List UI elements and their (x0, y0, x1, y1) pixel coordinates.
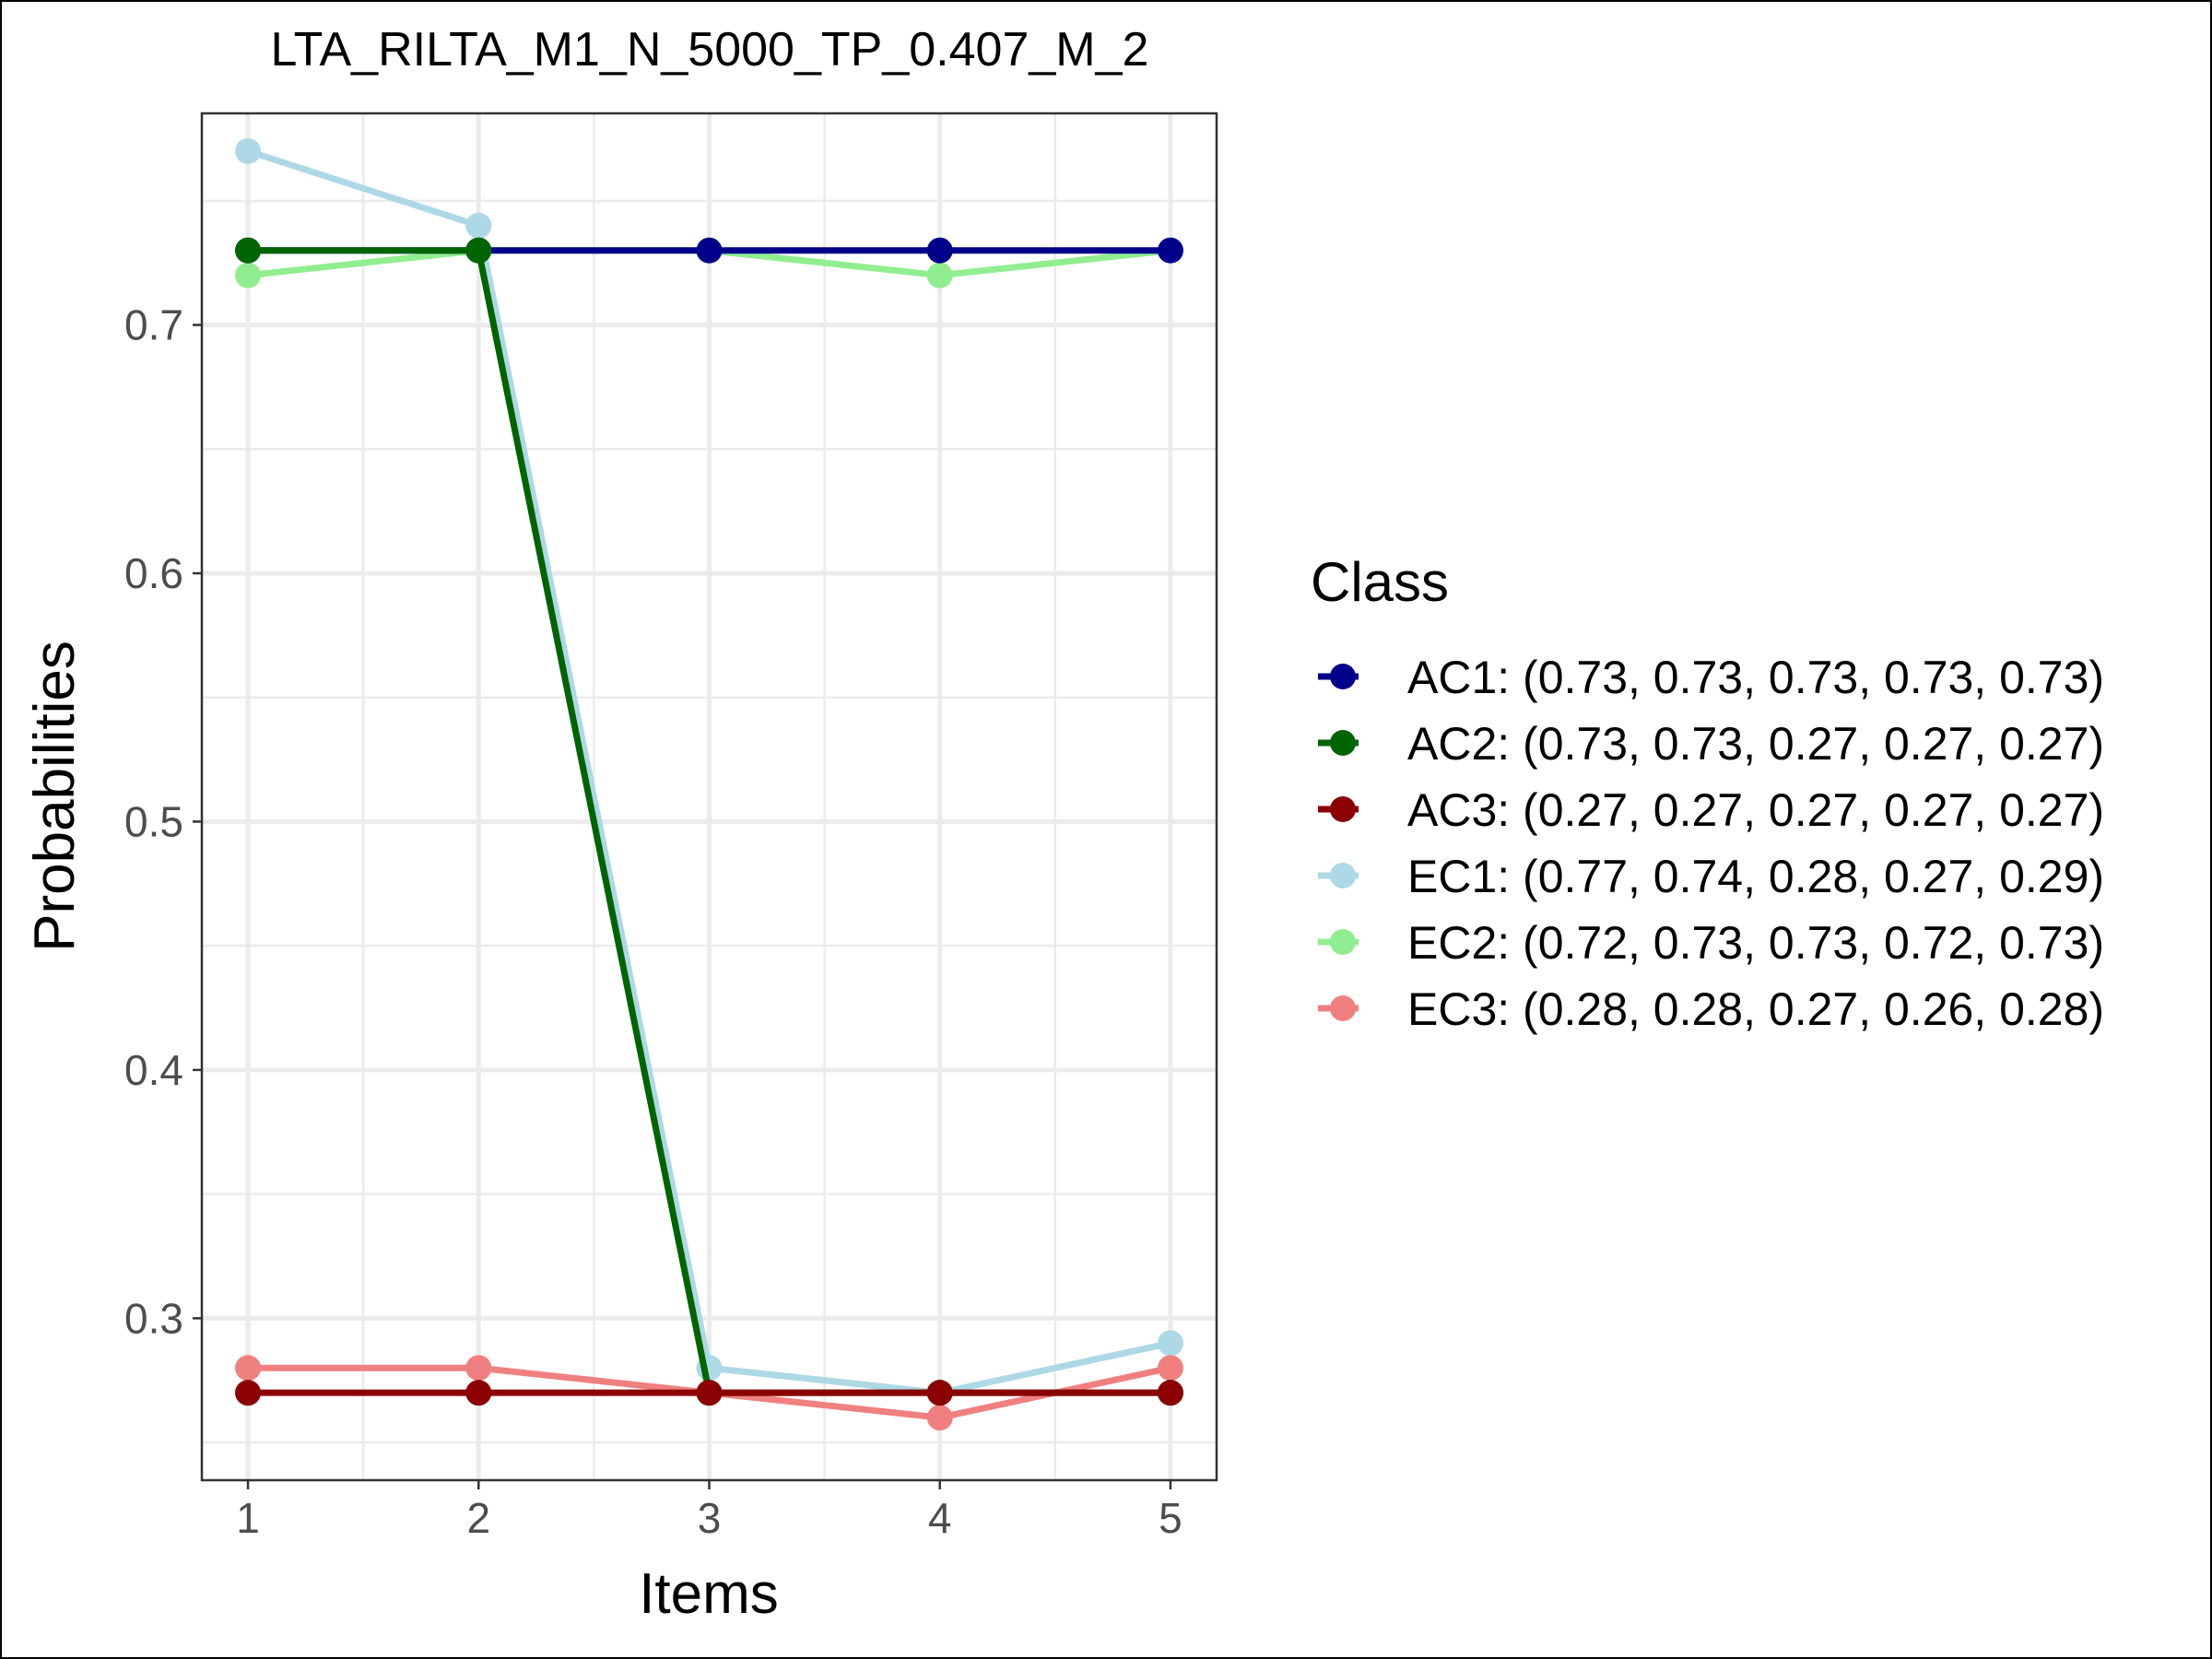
legend-item: AC1: (0.73, 0.73, 0.73, 0.73, 0.73) (1318, 652, 2104, 703)
x-axis-label: Items (639, 1562, 779, 1626)
legend-item: EC2: (0.72, 0.73, 0.73, 0.72, 0.73) (1318, 917, 2104, 969)
data-point (926, 1380, 953, 1406)
series-ac3 (235, 1380, 1183, 1406)
data-point (1157, 1380, 1183, 1406)
legend-key-point (1330, 929, 1356, 955)
data-point (235, 262, 262, 288)
data-point (465, 1380, 492, 1406)
data-point (1157, 1330, 1183, 1357)
y-axis-label: Probabilities (23, 641, 87, 952)
y-tick-label: 0.5 (124, 797, 183, 845)
legend-item: AC3: (0.27, 0.27, 0.27, 0.27, 0.27) (1318, 784, 2104, 836)
x-tick-label: 1 (236, 1494, 260, 1542)
legend-key-point (1330, 730, 1356, 756)
y-tick-label: 0.4 (124, 1046, 183, 1094)
legend-label: AC1: (0.73, 0.73, 0.73, 0.73, 0.73) (1407, 652, 2104, 703)
data-point (465, 237, 492, 264)
x-axis-ticks: 1 2 3 4 5 (236, 1480, 1182, 1542)
data-point (235, 137, 262, 164)
legend-title: Class (1311, 551, 1449, 613)
x-tick-label: 4 (928, 1494, 952, 1542)
data-point (1157, 237, 1183, 264)
x-tick-label: 2 (466, 1494, 490, 1542)
y-tick-label: 0.6 (124, 549, 183, 597)
legend-item: AC2: (0.73, 0.73, 0.27, 0.27, 0.27) (1318, 718, 2104, 770)
data-point (465, 212, 492, 239)
legend-label: AC3: (0.27, 0.27, 0.27, 0.27, 0.27) (1407, 784, 2104, 836)
data-point (926, 237, 953, 264)
legend-label: EC1: (0.77, 0.74, 0.28, 0.27, 0.29) (1407, 851, 2104, 902)
data-point (926, 1405, 953, 1431)
legend: Class AC1: (0.73, 0.73, 0.73, 0.73, 0.73… (1311, 551, 2104, 1035)
data-point (235, 1380, 262, 1406)
legend-label: EC3: (0.28, 0.28, 0.27, 0.26, 0.28) (1407, 983, 2104, 1035)
major-gridlines (202, 113, 1217, 1480)
legend-key-point (1330, 664, 1356, 689)
y-axis-ticks: 0.3 0.4 0.5 0.6 0.7 (124, 301, 202, 1342)
data-point (926, 262, 953, 288)
y-tick-label: 0.7 (124, 301, 183, 349)
legend-key-point (1330, 863, 1356, 888)
x-tick-label: 3 (698, 1494, 722, 1542)
chart-title: LTA_RILTA_M1_N_5000_TP_0.407_M_2 (271, 23, 1149, 76)
data-point (696, 1380, 723, 1406)
x-tick-label: 5 (1159, 1494, 1182, 1542)
legend-label: AC2: (0.73, 0.73, 0.27, 0.27, 0.27) (1407, 718, 2104, 770)
data-point (696, 237, 723, 264)
legend-label: EC2: (0.72, 0.73, 0.73, 0.72, 0.73) (1407, 917, 2104, 969)
series-layer (235, 137, 1183, 1431)
legend-item: EC3: (0.28, 0.28, 0.27, 0.26, 0.28) (1318, 983, 2104, 1035)
data-point (235, 237, 262, 264)
legend-key-point (1330, 995, 1356, 1021)
legend-items: AC1: (0.73, 0.73, 0.73, 0.73, 0.73) AC2: … (1318, 652, 2104, 1035)
data-point (1157, 1355, 1183, 1382)
legend-key-point (1330, 796, 1356, 822)
legend-item: EC1: (0.77, 0.74, 0.28, 0.27, 0.29) (1318, 851, 2104, 902)
data-point (465, 1355, 492, 1382)
y-tick-label: 0.3 (124, 1294, 183, 1342)
data-point (235, 1355, 262, 1382)
